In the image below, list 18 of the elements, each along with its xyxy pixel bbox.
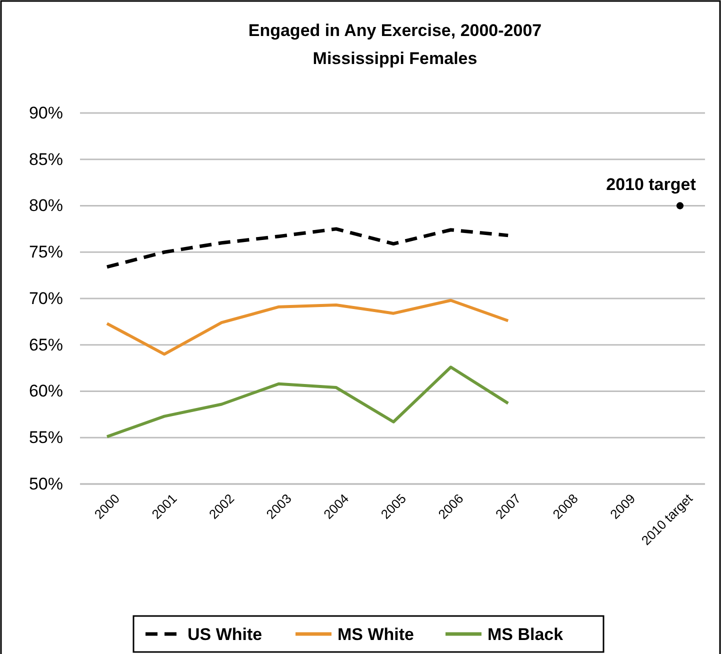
legend-label: US White [188,625,262,644]
y-tick-label: 50% [28,474,63,494]
chart-title: Engaged in Any Exercise, 2000-2007 [248,21,542,40]
y-tick-label: 60% [28,382,63,401]
line-series [105,227,510,269]
y-tick-label: 75% [28,242,63,262]
chart-subtitle: Mississippi Females [312,49,478,68]
line-series [106,366,510,438]
y-tick-label: 80% [28,196,63,216]
y-tick-label: 70% [28,288,63,308]
line-series [106,298,510,356]
legend-label: MS White [338,625,414,644]
y-tick-label: 55% [28,428,63,448]
y-tick-label: 90% [28,103,63,122]
y-tick-label: 65% [28,335,63,354]
y-tick-label: 85% [28,150,63,169]
annotation: 2010 target [606,174,696,194]
legend-label: MS Black [488,625,564,644]
